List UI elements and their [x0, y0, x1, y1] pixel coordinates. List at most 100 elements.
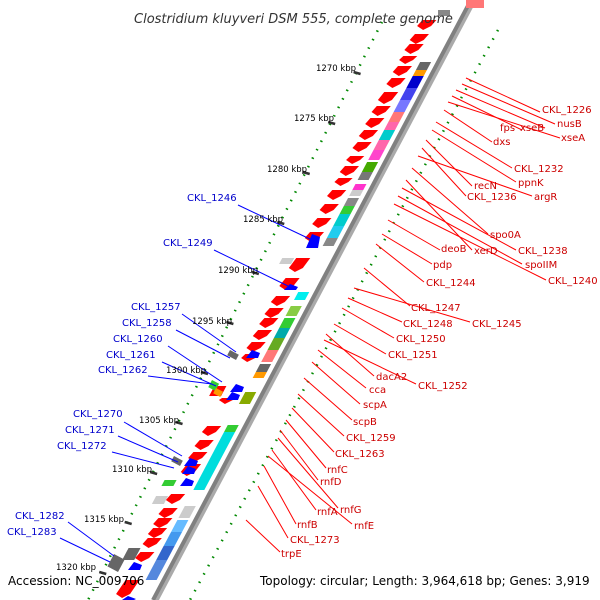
forward-gene-4 [392, 66, 413, 76]
feature-band-2 [406, 76, 424, 88]
backbone [151, 0, 473, 600]
kbp-tick-9 [124, 520, 133, 526]
gene-label-ckl-1283: CKL_1283 [7, 527, 57, 538]
forward-gene-12 [339, 166, 360, 176]
reverse-gene-9 [122, 596, 136, 600]
gene-label-ckl-1250: CKL_1250 [396, 334, 446, 345]
leader-forward-7 [431, 129, 517, 183]
gene-label-xerd: xerD [474, 246, 498, 257]
forward-gene-14 [327, 190, 347, 200]
leader-reverse-10 [67, 521, 115, 557]
leader-forward-2 [455, 89, 546, 129]
leader-reverse-0 [237, 204, 313, 241]
gene-label-ckl-1244: CKL_1244 [426, 278, 476, 289]
gene-label-ckl-1262: CKL_1262 [98, 365, 148, 376]
leader-forward-14 [397, 195, 523, 265]
leader-forward-12 [405, 179, 473, 251]
gene-label-ckl-1238: CKL_1238 [518, 246, 568, 257]
forward-gene-2 [404, 44, 424, 54]
kbp-tick-marks [98, 70, 361, 576]
forward-gene-11 [346, 156, 365, 164]
gene-label-ckl-1252: CKL_1252 [418, 381, 468, 392]
leader-reverse-3 [175, 329, 231, 359]
gene-label-ckl-1263: CKL_1263 [335, 449, 385, 460]
feature-band-11 [357, 172, 373, 180]
extra-gene-3 [122, 548, 141, 560]
forward-gene-10 [352, 142, 372, 152]
feature-band-19 [294, 292, 310, 300]
forward-gene-0 [417, 20, 437, 30]
leader-reverse-7 [123, 421, 183, 457]
feature-band-17 [326, 226, 345, 238]
kbp-tick-4 [251, 270, 260, 276]
kbp-tick-1 [327, 120, 336, 126]
forward-gene-24 [246, 342, 266, 352]
kbp-tick-8 [149, 470, 158, 476]
gene-label-ckl-1260: CKL_1260 [113, 334, 163, 345]
forward-gene-15 [319, 204, 339, 214]
tick-label-1300: 1300 kbp [166, 366, 206, 376]
feature-band-5 [388, 112, 405, 122]
leader-forward-30 [291, 407, 335, 453]
leader-forward-8 [425, 139, 473, 187]
tick-label-1315: 1315 kbp [84, 515, 124, 525]
feature-band-16 [333, 214, 351, 226]
feature-band-8 [373, 140, 390, 150]
leader-forward-37 [257, 485, 289, 539]
forward-gene-5 [386, 78, 406, 88]
extra-gene-1 [161, 480, 177, 486]
forward-gene-27 [201, 426, 222, 436]
leader-forward-17 [381, 233, 433, 265]
kbp-tick-2 [302, 170, 311, 176]
tick-label-1275: 1275 kbp [294, 114, 334, 124]
gene-label-ckl-1249: CKL_1249 [163, 238, 213, 249]
gene-label-nusb: nusB [557, 119, 582, 130]
tick-label-1270: 1270 kbp [316, 64, 356, 74]
gene-label-cca: cca [369, 385, 386, 396]
leader-reverse-2 [181, 313, 237, 353]
top-gene-0 [466, 0, 484, 8]
gene-label-dxs: dxs [493, 137, 510, 148]
gene-label-scpa: scpA [363, 400, 387, 411]
feature-band-24 [261, 350, 279, 362]
forward-gene-28 [194, 440, 214, 450]
gene-label-rnfc: rnfC [327, 465, 348, 476]
feature-bands [145, 62, 432, 580]
feature-band-34 [145, 560, 168, 580]
leader-reverse-5 [161, 361, 217, 387]
forward-gene-33 [153, 518, 173, 528]
leader-forward-28 [303, 377, 353, 421]
gene-label-rnfd: rnfD [320, 477, 342, 488]
gene-label-rnfa: rnfA [317, 507, 338, 518]
gene-label-argr: argR [534, 192, 557, 203]
tick-label-1295: 1295 kbp [192, 317, 232, 327]
leader-forward-32 [279, 429, 319, 481]
gene-label-ppnk: ppnK [518, 178, 544, 189]
leader-forward-1 [461, 83, 556, 125]
forward-gene-19 [279, 278, 300, 290]
forward-gene-31 [165, 494, 186, 504]
gene-label-trpe: trpE [281, 549, 302, 560]
feature-band-6 [384, 122, 400, 130]
reverse-box-4 [107, 553, 125, 572]
gene-label-ckl-1282: CKL_1282 [15, 511, 65, 522]
gene-label-spoiim: spoIIM [525, 260, 557, 271]
reverse-gene-6 [182, 466, 196, 474]
forward-gene-16 [312, 218, 332, 228]
feature-band-14 [343, 198, 360, 206]
reverse-gene-1 [284, 284, 298, 290]
tick-label-1285: 1285 kbp [243, 215, 283, 225]
forward-gene-3 [399, 56, 418, 64]
kbp-tick-labels: 1270 kbp 1275 kbp 1280 kbp 1285 kbp 1290… [56, 64, 356, 573]
feature-band-12 [352, 184, 367, 190]
extra-gene-2 [151, 496, 169, 504]
feature-band-9 [368, 150, 385, 160]
gene-label-spo0a: spo0A [490, 230, 521, 241]
feature-band-10 [361, 162, 379, 172]
kbp-tick-10 [98, 570, 107, 576]
kbp-tick-0 [353, 70, 361, 76]
reverse-box-3 [171, 456, 183, 466]
feature-band-21 [279, 318, 296, 328]
leader-reverse-8 [117, 435, 179, 463]
